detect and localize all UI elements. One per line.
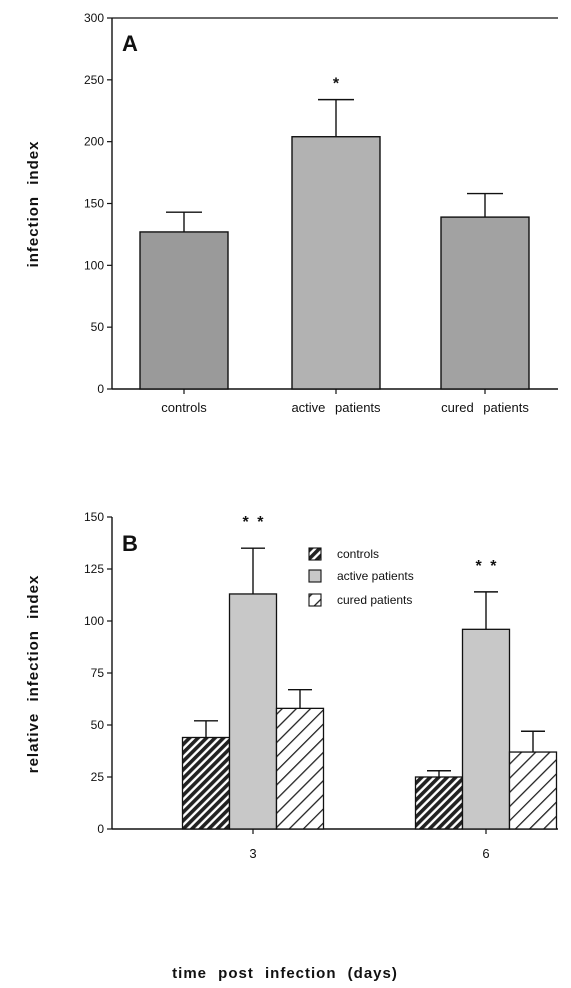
bar-controls <box>139 231 229 390</box>
x-category-label-a: controls <box>161 400 207 415</box>
bar-active-patients-day-6 <box>461 628 511 830</box>
x-category-label-b: 3 <box>249 846 256 861</box>
bar-active-patients-day-3 <box>228 593 278 830</box>
y-tick-label-a: 50 <box>91 320 105 334</box>
y-tick-label-a: 250 <box>84 73 104 87</box>
x-category-label-a: cured patients <box>441 400 529 415</box>
significance-marker-b: * * <box>476 558 498 575</box>
bar-controls-day-3 <box>181 736 231 830</box>
y-tick-label-a: 150 <box>84 197 104 211</box>
y-tick-label-b: 75 <box>91 666 105 680</box>
panel-label-b: B <box>122 531 138 556</box>
y-tick-label-a: 300 <box>84 11 104 25</box>
x-category-label-a: active patients <box>291 400 381 415</box>
bar-cured-patients <box>440 216 530 390</box>
legend-label-controls: controls <box>337 547 379 561</box>
y-axis-title-a: infection index <box>25 141 42 268</box>
x-category-label-b: 6 <box>482 846 489 861</box>
bar-cured-patients-day-3 <box>275 707 325 830</box>
legend-label-active-patients: active patients <box>337 569 414 583</box>
y-tick-label-b: 100 <box>84 614 104 628</box>
panel-label-a: A <box>122 31 138 56</box>
significance-marker-a: * <box>333 76 340 93</box>
y-tick-label-b: 150 <box>84 510 104 524</box>
significance-marker-b: * * <box>243 514 265 531</box>
y-tick-label-b: 125 <box>84 562 104 576</box>
x-axis-title-b: time post infection (days) <box>172 965 398 982</box>
y-tick-label-b: 0 <box>97 822 104 836</box>
legend-swatch-active-patients <box>308 569 322 583</box>
y-tick-label-a: 200 <box>84 135 104 149</box>
legend-swatch-controls <box>308 547 322 561</box>
y-axis-title-b: relative infection index <box>25 575 42 774</box>
y-tick-label-a: 0 <box>97 382 104 396</box>
y-tick-label-b: 25 <box>91 770 105 784</box>
y-tick-label-b: 50 <box>91 718 105 732</box>
y-tick-label-a: 100 <box>84 258 104 272</box>
bar-cured-patients-day-6 <box>508 751 558 830</box>
bar-controls-day-6 <box>414 776 464 830</box>
legend-label-cured-patients: cured patients <box>337 593 412 607</box>
legend-swatch-cured-patients <box>308 593 322 607</box>
bar-active-patients <box>291 136 381 390</box>
